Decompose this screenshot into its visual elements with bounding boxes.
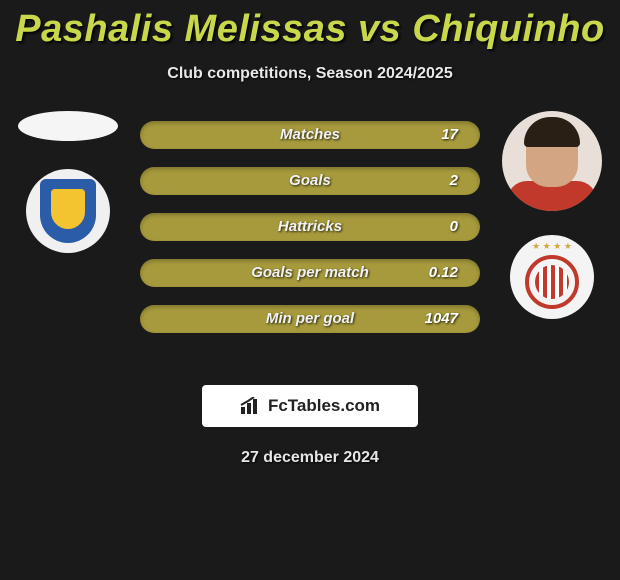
footer-date: 27 december 2024 — [0, 449, 620, 467]
right-player-column: ★ ★ ★ ★ — [492, 111, 612, 319]
stat-value-right: 1047 — [425, 305, 458, 333]
wreath-icon — [525, 255, 579, 309]
left-club-logo — [26, 169, 110, 253]
stat-bar: Hattricks 0 — [140, 213, 480, 241]
stat-bar: Matches 17 — [140, 121, 480, 149]
stat-value-right: 17 — [441, 121, 458, 149]
page-title: Pashalis Melissas vs Chiquinho — [0, 0, 620, 51]
shield-inner-icon — [51, 189, 85, 229]
stat-value-right: 0 — [450, 213, 458, 241]
comparison-content: Matches 17 Goals 2 Hattricks 0 Goals per… — [0, 121, 620, 371]
stat-bar: Min per goal 1047 — [140, 305, 480, 333]
stripes-icon — [535, 265, 569, 299]
avatar-hair — [524, 117, 580, 147]
right-player-avatar — [502, 111, 602, 211]
right-club-logo: ★ ★ ★ ★ — [510, 235, 594, 319]
left-player-column — [8, 111, 128, 253]
bar-chart-icon — [240, 397, 262, 415]
stat-bar: Goals per match 0.12 — [140, 259, 480, 287]
page-subtitle: Club competitions, Season 2024/2025 — [0, 65, 620, 83]
stat-label: Matches — [140, 121, 480, 149]
stat-label: Hattricks — [140, 213, 480, 241]
club-stars-icon: ★ ★ ★ ★ — [510, 241, 594, 252]
brand-text: FcTables.com — [268, 396, 380, 416]
stat-label: Goals — [140, 167, 480, 195]
shield-icon — [40, 179, 96, 243]
stat-bar: Goals 2 — [140, 167, 480, 195]
brand-badge: FcTables.com — [202, 385, 418, 427]
left-player-avatar-placeholder — [18, 111, 118, 141]
stat-value-right: 0.12 — [429, 259, 458, 287]
stat-bars: Matches 17 Goals 2 Hattricks 0 Goals per… — [140, 121, 480, 351]
stat-value-right: 2 — [450, 167, 458, 195]
